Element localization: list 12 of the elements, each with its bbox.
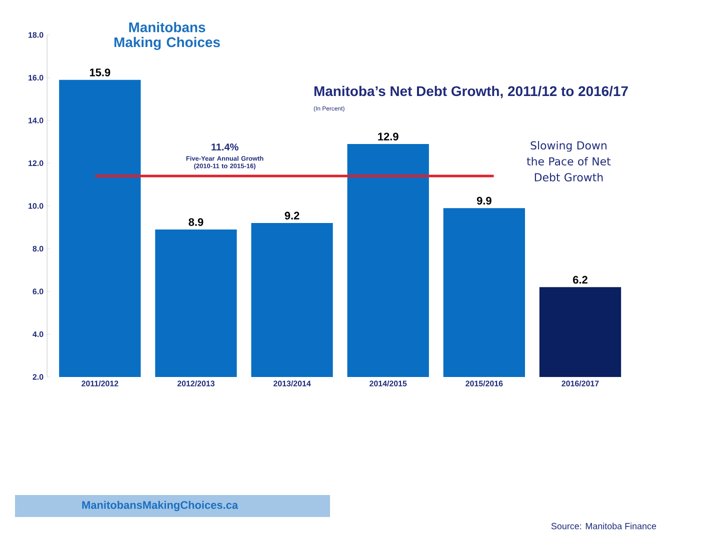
source-note: Source: Manitoba Finance [551,522,656,530]
annotation: Manitobans Making Choices [114,22,220,50]
data-label: 9.9 [476,196,492,205]
ref-line-label: 11.4% [212,143,238,151]
data-label: 6.2 [573,276,588,284]
text: Manitoba’s Net Debt Growth, 2011/12 to 2016/17 [314,86,628,98]
data-label: 9.2 [284,212,300,220]
data-label: 8.9 [188,218,204,226]
text: ManitobansMakingChoices.ca [82,500,238,512]
annotation: Slowing Down the Pace of Net Debt Growth [526,141,611,182]
data-label: 12.9 [378,132,398,140]
data-label: 15.9 [90,68,110,76]
